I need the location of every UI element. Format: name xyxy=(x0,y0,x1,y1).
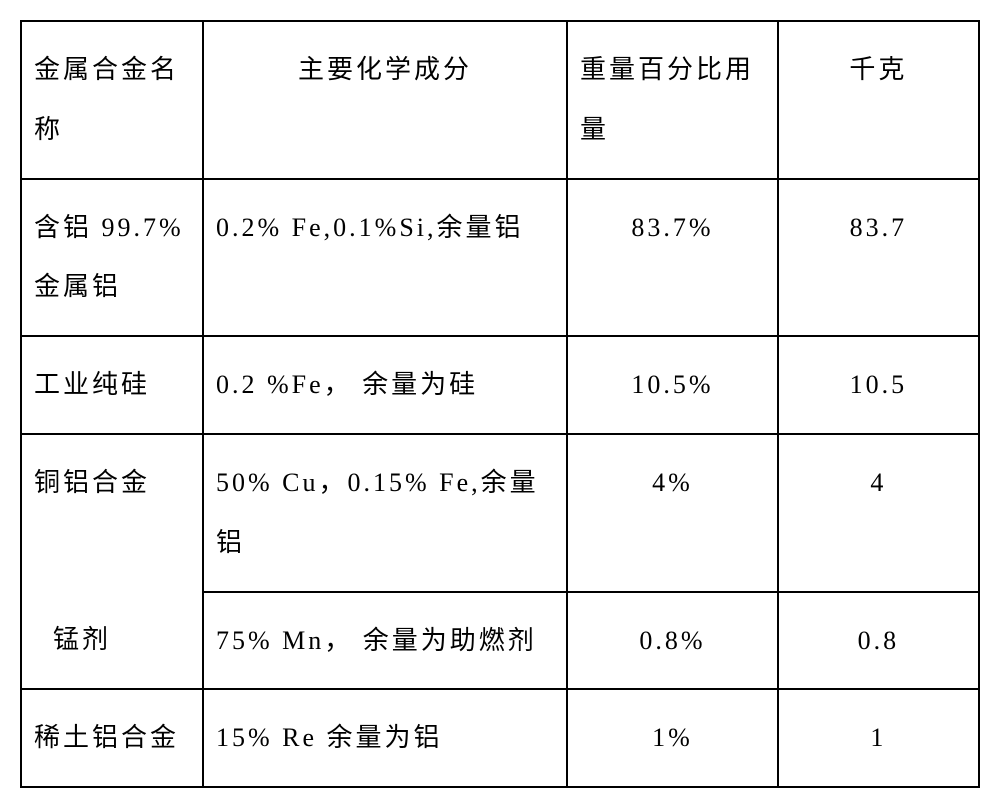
alloy-table-container: 金属合金名称 主要化学成分 重量百分比用量 千克 含铝 99.7%金属铝 0.2… xyxy=(20,20,980,788)
cell-kg: 10.5 xyxy=(778,336,979,434)
header-composition: 主要化学成分 xyxy=(203,21,567,179)
cell-kg: 4 xyxy=(778,434,979,592)
cell-name: 含铝 99.7%金属铝 xyxy=(21,179,203,337)
cell-name: 稀土铝合金 xyxy=(21,689,203,787)
cell-composition: 15% Re 余量为铝 xyxy=(203,689,567,787)
table-row: 含铝 99.7%金属铝 0.2% Fe,0.1%Si,余量铝 83.7% 83.… xyxy=(21,179,979,337)
cell-composition: 0.2 %Fe， 余量为硅 xyxy=(203,336,567,434)
cell-name: 铜铝合金 xyxy=(21,434,203,592)
cell-weight-pct: 83.7% xyxy=(567,179,778,337)
header-name: 金属合金名称 xyxy=(21,21,203,179)
cell-name: 锰剂 xyxy=(21,592,203,690)
cell-composition: 0.2% Fe,0.1%Si,余量铝 xyxy=(203,179,567,337)
table-row: 锰剂 75% Mn， 余量为助燃剂 0.8% 0.8 xyxy=(21,592,979,690)
table-row: 铜铝合金 50% Cu，0.15% Fe,余量铝 4% 4 xyxy=(21,434,979,592)
table-header-row: 金属合金名称 主要化学成分 重量百分比用量 千克 xyxy=(21,21,979,179)
cell-kg: 1 xyxy=(778,689,979,787)
cell-weight-pct: 0.8% xyxy=(567,592,778,690)
header-kg: 千克 xyxy=(778,21,979,179)
cell-composition: 50% Cu，0.15% Fe,余量铝 xyxy=(203,434,567,592)
header-weight-pct: 重量百分比用量 xyxy=(567,21,778,179)
cell-weight-pct: 1% xyxy=(567,689,778,787)
table-row: 稀土铝合金 15% Re 余量为铝 1% 1 xyxy=(21,689,979,787)
alloy-table: 金属合金名称 主要化学成分 重量百分比用量 千克 含铝 99.7%金属铝 0.2… xyxy=(20,20,980,788)
cell-weight-pct: 4% xyxy=(567,434,778,592)
cell-name: 工业纯硅 xyxy=(21,336,203,434)
cell-weight-pct: 10.5% xyxy=(567,336,778,434)
cell-kg: 83.7 xyxy=(778,179,979,337)
cell-composition: 75% Mn， 余量为助燃剂 xyxy=(203,592,567,690)
cell-kg: 0.8 xyxy=(778,592,979,690)
table-row: 工业纯硅 0.2 %Fe， 余量为硅 10.5% 10.5 xyxy=(21,336,979,434)
